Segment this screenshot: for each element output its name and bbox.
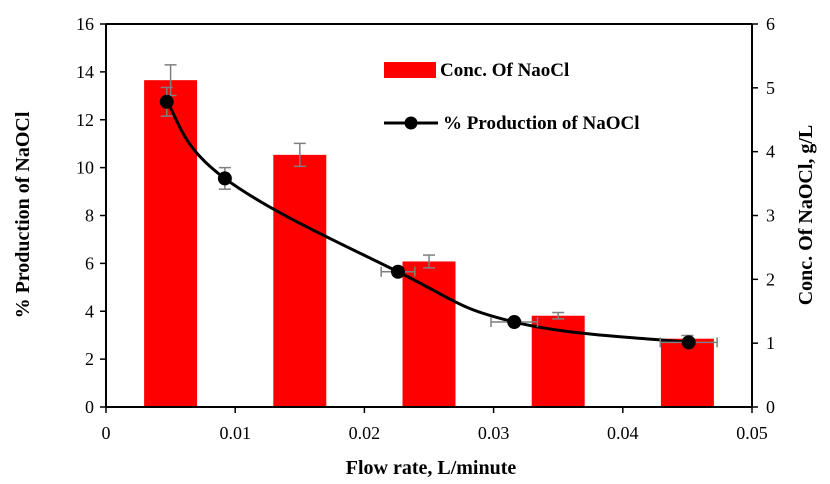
y-left-tick-label-1: 2 (85, 349, 94, 369)
y-right-tick-label-2: 2 (766, 269, 775, 289)
line-point-3 (390, 264, 405, 279)
y-left-tick-label-7: 14 (76, 62, 94, 82)
bar-1 (144, 80, 198, 407)
x-tick-label-3: 0.03 (478, 423, 510, 443)
y-left-axis-title: % Production of NaOCl (12, 111, 34, 318)
line-point-5 (681, 335, 696, 350)
y-right-tick-label-3: 3 (766, 206, 775, 226)
legend-label-line: % Production of NaOCl (443, 113, 640, 134)
y-right-axis-title: Conc. Of NaOCl, g/L (795, 125, 817, 306)
legend-swatch-bars (384, 62, 436, 78)
y-left-tick-label-3: 6 (85, 253, 94, 273)
bar-5 (660, 338, 714, 407)
y-left-tick-label-2: 4 (85, 301, 94, 321)
bar-2 (273, 154, 327, 407)
y-left-tick-label-4: 8 (85, 206, 94, 226)
x-tick-label-5: 0.05 (736, 423, 768, 443)
y-right-tick-label-5: 5 (766, 78, 775, 98)
y-right-tick-label-6: 6 (766, 14, 775, 34)
y-left-tick-label-6: 12 (76, 110, 94, 130)
line-point-1 (159, 94, 174, 109)
x-tick-label-2: 0.02 (349, 423, 381, 443)
bar-3 (402, 261, 456, 407)
x-tick-label-4: 0.04 (607, 423, 639, 443)
ticks-layer: 0 0.01 0.02 0.03 0.04 0.050246810121416012345… (76, 14, 775, 443)
y-left-tick-label-8: 16 (76, 14, 94, 34)
y-left-tick-label-0: 0 (85, 397, 94, 417)
bar-error-bars (164, 64, 694, 343)
legend: Conc. Of NaoCl % Production of NaOCl (384, 60, 640, 134)
legend-label-bars: Conc. Of NaoCl (440, 60, 569, 81)
y-left-tick-label-5: 10 (76, 158, 94, 178)
y-right-tick-label-0: 0 (766, 397, 775, 417)
x-tick-label-1: 0.01 (219, 423, 251, 443)
x-axis-title: Flow rate, L/minute (346, 457, 517, 479)
x-tick-label-0: 0 (102, 423, 111, 443)
line-point-2 (217, 171, 232, 186)
line-layer (159, 86, 718, 350)
y-right-tick-label-4: 4 (766, 142, 775, 162)
legend-swatch-marker (404, 116, 418, 130)
line-point-4 (507, 315, 522, 330)
y-right-tick-label-1: 1 (766, 333, 775, 353)
